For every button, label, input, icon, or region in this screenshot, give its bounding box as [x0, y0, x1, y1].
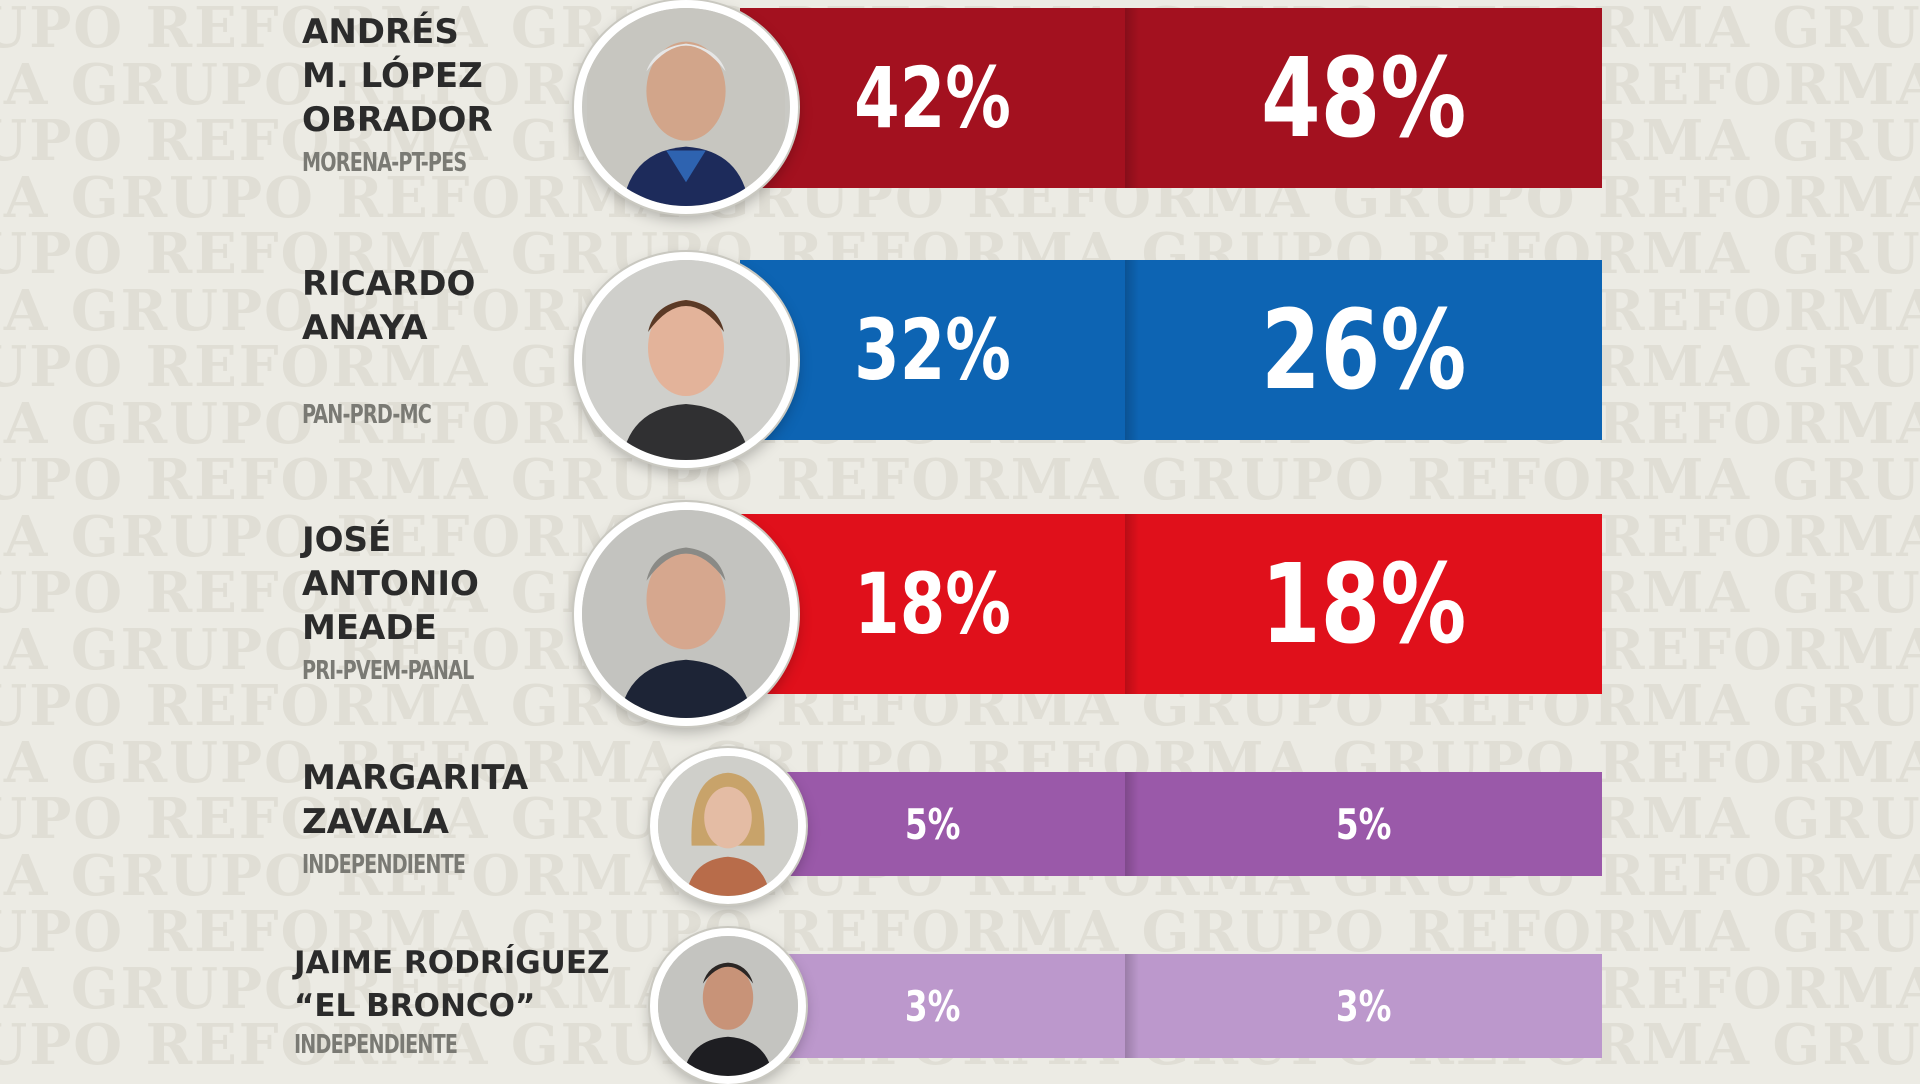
result-left-segment: 32% — [740, 260, 1125, 440]
candidate-label: JAIME RODRÍGUEZ “EL BRONCO” INDEPENDIENT… — [294, 942, 654, 1060]
result-right-value: 5% — [1335, 799, 1392, 849]
result-right-value: 26% — [1260, 286, 1467, 414]
candidate-party: INDEPENDIENTE — [294, 1030, 458, 1060]
segment-divider — [1125, 8, 1139, 188]
result-bar: 18% 18% — [740, 514, 1602, 694]
candidate-name: MARGARITA ZAVALA — [302, 758, 529, 842]
result-left-value: 42% — [854, 49, 1011, 147]
result-left-segment: 5% — [740, 772, 1125, 876]
candidate-name: ANDRÉS M. LÓPEZ OBRADOR — [302, 12, 493, 140]
result-right-segment: 5% — [1125, 772, 1602, 876]
person-portrait-icon — [650, 928, 806, 1084]
result-bar: 5% 5% — [740, 772, 1602, 876]
segment-divider — [1125, 514, 1139, 694]
result-left-value: 18% — [854, 555, 1011, 653]
result-right-value: 48% — [1260, 34, 1467, 162]
watermark-line: GRUPO REFORMA GRUPO REFORMA GRUPO REFORM… — [0, 447, 1920, 513]
candidate-party: PAN-PRD-MC — [302, 400, 432, 430]
segment-divider — [1125, 772, 1139, 876]
candidate-name: JAIME RODRÍGUEZ “EL BRONCO” — [294, 945, 610, 1024]
portrait-graphic — [658, 756, 798, 896]
candidate-row-rodriguez: JAIME RODRÍGUEZ “EL BRONCO” INDEPENDIENT… — [0, 928, 1920, 1084]
candidate-party: MORENA-PT-PES — [302, 148, 467, 178]
result-bar: 3% 3% — [740, 954, 1602, 1058]
portrait-graphic — [658, 936, 798, 1076]
candidate-party: INDEPENDIENTE — [302, 850, 466, 880]
candidate-row-lopez-obrador: ANDRÉS M. LÓPEZ OBRADOR MORENA-PT-PES 42… — [0, 0, 1920, 214]
watermark-line: GRUPO REFORMA GRUPO REFORMA GRUPO REFORM… — [0, 1074, 1920, 1077]
result-left-segment: 3% — [740, 954, 1125, 1058]
candidate-label: JOSÉ ANTONIO MEADE PRI-PVEM-PANAL — [302, 518, 642, 686]
segment-divider — [1125, 260, 1139, 440]
result-right-segment: 18% — [1125, 514, 1602, 694]
candidate-row-anaya: RICARDO ANAYA PAN-PRD-MC 32% 26% — [0, 250, 1920, 468]
person-portrait-icon — [574, 502, 798, 726]
result-right-value: 3% — [1335, 981, 1392, 1031]
person-portrait-icon — [650, 748, 806, 904]
person-portrait-icon — [574, 252, 798, 468]
person-portrait-icon — [574, 0, 798, 214]
segment-divider — [1125, 954, 1139, 1058]
result-left-value: 3% — [904, 981, 961, 1031]
result-bar: 42% 48% — [740, 8, 1602, 188]
result-right-segment: 48% — [1125, 8, 1602, 188]
candidate-name: JOSÉ ANTONIO MEADE — [302, 520, 479, 648]
portrait-graphic — [587, 8, 785, 206]
candidate-label: MARGARITA ZAVALA INDEPENDIENTE — [302, 756, 642, 880]
result-left-segment: 42% — [740, 8, 1125, 188]
result-right-segment: 3% — [1125, 954, 1602, 1058]
portrait-graphic — [586, 260, 786, 460]
result-left-segment: 18% — [740, 514, 1125, 694]
result-right-segment: 26% — [1125, 260, 1602, 440]
candidate-label: RICARDO ANAYA PAN-PRD-MC — [302, 262, 642, 430]
result-left-value: 32% — [854, 301, 1011, 399]
portrait-graphic — [582, 510, 790, 718]
result-left-value: 5% — [904, 799, 961, 849]
candidate-row-zavala: MARGARITA ZAVALA INDEPENDIENTE 5% 5% — [0, 748, 1920, 904]
candidate-name: RICARDO ANAYA — [302, 264, 476, 348]
candidate-party: PRI-PVEM-PANAL — [302, 656, 474, 686]
result-bar: 32% 26% — [740, 260, 1602, 440]
watermark-line: GRUPO REFORMA GRUPO REFORMA GRUPO REFORM… — [0, 899, 1920, 965]
candidate-label: ANDRÉS M. LÓPEZ OBRADOR MORENA-PT-PES — [302, 10, 642, 178]
result-right-value: 18% — [1260, 540, 1467, 668]
candidate-row-meade: JOSÉ ANTONIO MEADE PRI-PVEM-PANAL 18% 18… — [0, 500, 1920, 726]
